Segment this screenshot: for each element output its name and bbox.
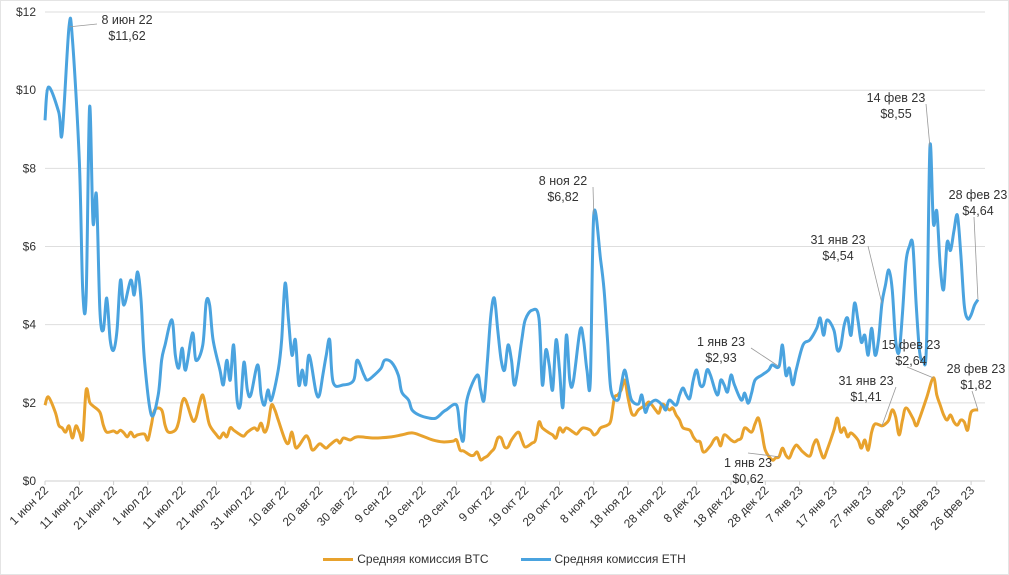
annotation-value: $8,55: [880, 107, 911, 121]
annotation-value: $4,64: [962, 204, 993, 218]
legend-item-eth[interactable]: Средняя комиссия ETH: [520, 552, 686, 566]
annotation-leader: [867, 245, 883, 304]
annotation-date: 15 фев 23: [882, 338, 941, 352]
y-tick-label: $2: [23, 396, 37, 410]
annotation-date: 28 фев 23: [947, 362, 1006, 376]
annotations: 8 июн 22 $11,62 8 ноя 22 $6,82 1 янв 23 $2,93…: [68, 13, 1008, 486]
series-line-eth: [43, 16, 980, 443]
annotation-leader: [925, 103, 931, 147]
annotation-date: 31 янв 23: [810, 233, 865, 247]
legend-item-btc[interactable]: Средняя комиссия BTC: [323, 552, 489, 566]
annotation-leader: [906, 366, 934, 379]
annotation-leader: [747, 452, 780, 458]
annotation-date: 28 фев 23: [949, 188, 1008, 202]
annotation-value: $2,93: [705, 351, 736, 365]
y-tick-label: $0: [23, 474, 37, 488]
annotation-date: 14 фев 23: [867, 91, 926, 105]
legend: Средняя комиссия BTC Средняя комиссия ET…: [0, 552, 1009, 566]
annotation-value: $2,64: [895, 354, 926, 368]
y-tick-label: $12: [16, 5, 36, 19]
y-tick-label: $4: [23, 318, 37, 332]
annotation-leader: [973, 216, 979, 300]
series-line-btc: [43, 376, 979, 462]
annotation-value: $1,82: [960, 378, 991, 392]
annotation-value: $4,54: [822, 249, 853, 263]
legend-label-btc: Средняя комиссия BTC: [357, 552, 489, 566]
legend-label-eth: Средняя комиссия ETH: [554, 552, 686, 566]
annotation-value: $6,82: [547, 190, 578, 204]
annotation-date: 8 июн 22: [101, 13, 152, 27]
y-axis-ticks: $0 $2 $4 $6 $8 $10 $12: [16, 5, 36, 488]
y-tick-label: $10: [16, 83, 36, 97]
annotation-value: $0,62: [732, 472, 763, 486]
annotation-value: $11,62: [108, 29, 145, 43]
annotation-leader: [750, 347, 780, 367]
annotation-leader: [971, 390, 979, 410]
annotation-leader: [881, 386, 897, 427]
btc-swatch: [323, 557, 354, 561]
annotation-date: 1 янв 23: [697, 335, 745, 349]
annotation-leader: [68, 23, 98, 28]
annotation-date: 8 ноя 22: [539, 174, 587, 188]
annotation-date: 31 янв 23: [838, 374, 893, 388]
annotation-date: 1 янв 23: [724, 456, 772, 470]
y-tick-label: $6: [23, 240, 37, 254]
annotation-leader: [592, 186, 595, 215]
y-tick-label: $8: [23, 161, 37, 175]
annotation-value: $1,41: [850, 390, 881, 404]
eth-swatch: [520, 557, 551, 561]
gridlines: [45, 11, 985, 482]
series-lines: [43, 16, 980, 462]
